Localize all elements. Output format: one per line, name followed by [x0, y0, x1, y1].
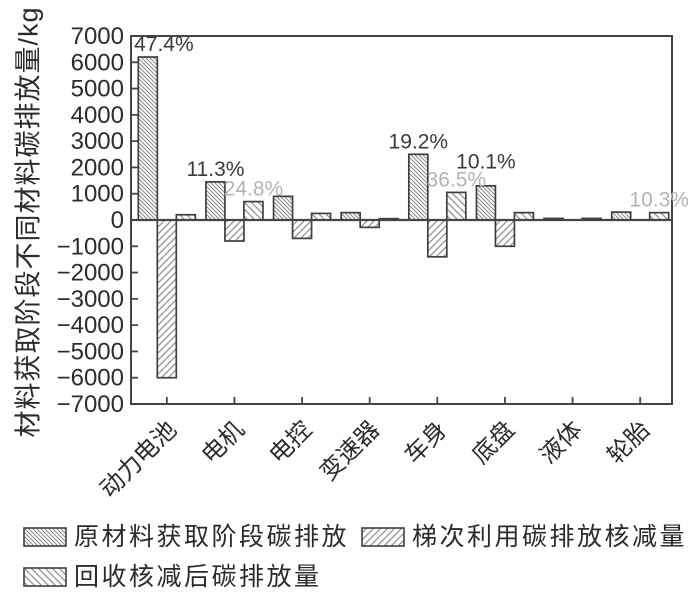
percent-label: 47.4%	[134, 33, 194, 56]
percent-label: 19.2%	[389, 130, 449, 153]
svg-text:电机: 电机	[197, 416, 250, 469]
svg-text:底盘: 底盘	[467, 416, 520, 469]
svg-text:−4000: −4000	[57, 312, 124, 339]
svg-text:车身: 车身	[400, 416, 453, 469]
svg-text:−3000: −3000	[57, 286, 124, 313]
hatch-swatch-raw-material-icon	[23, 527, 67, 547]
legend-label-recycled: 回收核减后碳排放量	[74, 563, 322, 591]
legend-label-raw-material: 原材料获取阶段碳排放	[74, 523, 350, 551]
svg-text:−1000: −1000	[57, 233, 124, 260]
svg-text:液体: 液体	[535, 416, 588, 469]
percent-label: 11.3%	[186, 158, 244, 181]
svg-text:电控: 电控	[264, 416, 317, 469]
svg-text:变速器: 变速器	[315, 416, 385, 486]
svg-text:轮胎: 轮胎	[602, 416, 655, 469]
hatch-swatch-cascade-icon	[361, 527, 405, 547]
svg-text:−2000: −2000	[57, 260, 124, 287]
svg-text:−5000: −5000	[57, 338, 124, 365]
legend: 原材料获取阶段碳排放 梯次利用碳排放核减量	[0, 514, 700, 599]
svg-text:−6000: −6000	[57, 365, 124, 392]
svg-text:7000: 7000	[71, 23, 124, 50]
svg-text:4000: 4000	[71, 102, 124, 129]
svg-text:−7000: −7000	[57, 391, 124, 418]
svg-text:6000: 6000	[71, 49, 124, 76]
svg-text:3000: 3000	[71, 128, 124, 155]
svg-text:1000: 1000	[71, 181, 124, 208]
svg-text:2000: 2000	[71, 154, 124, 181]
percent-label: 24.8%	[224, 178, 284, 201]
svg-text:0: 0	[111, 207, 124, 234]
hatch-swatch-recycled-icon	[23, 567, 67, 587]
legend-label-cascade: 梯次利用碳排放核减量	[412, 523, 688, 551]
percent-label: 10.3%	[629, 189, 689, 212]
svg-text:5000: 5000	[71, 76, 124, 103]
percent-label: 10.1%	[456, 150, 516, 173]
percent-label: 36.5%	[427, 168, 487, 191]
svg-text:动力电池: 动力电池	[95, 416, 182, 503]
